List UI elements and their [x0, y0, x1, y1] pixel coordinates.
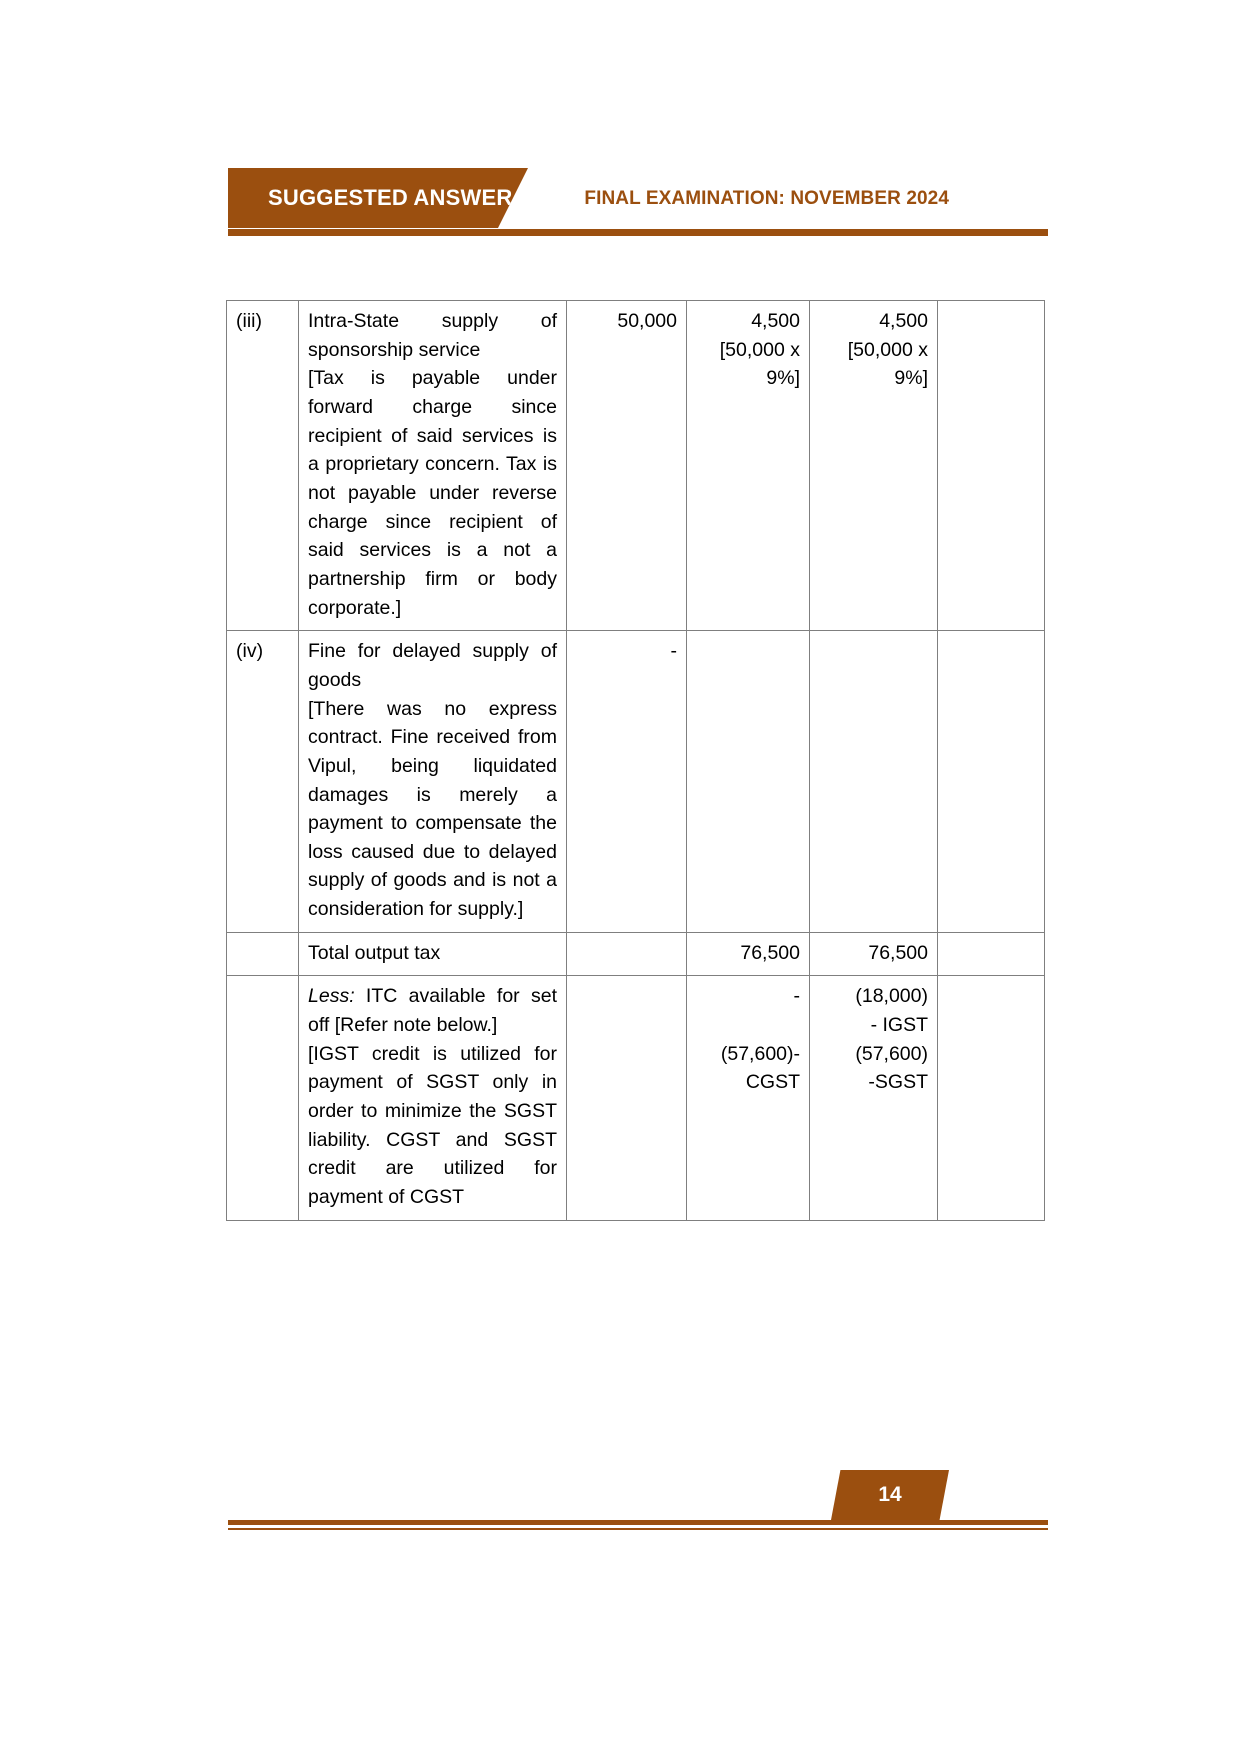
table-row: (iv) Fine for delayed supply of goods [T…	[226, 630, 1045, 933]
itc-text: ITC available for set off [Refer note be…	[308, 985, 557, 1037]
row-description: Total output tax	[298, 931, 567, 977]
row-value: -	[566, 630, 687, 933]
less-label: Less:	[308, 985, 355, 1008]
table-row: (iii) Intra-State supply of sponsorship …	[226, 299, 1045, 632]
description-line: Total output tax	[308, 941, 441, 964]
row-cgst: 4,500 [50,000 x 9%]	[686, 299, 810, 632]
row-description: Fine for delayed supply of goods [There …	[298, 630, 567, 933]
description-line: Less: ITC available for set off [Refer n…	[308, 982, 557, 1039]
row-serial	[226, 975, 299, 1221]
description-note: [There was no express contract. Fine rec…	[308, 697, 557, 921]
row-sgst	[809, 630, 938, 933]
suggested-answer-banner: SUGGESTED ANSWER	[228, 168, 528, 228]
page-header: SUGGESTED ANSWER FINAL EXAMINATION: NOVE…	[0, 168, 1241, 240]
description-note: [IGST credit is utilized for payment of …	[308, 1042, 557, 1209]
answer-table-container: (iii) Intra-State supply of sponsorship …	[226, 299, 1045, 1221]
suggested-answer-label: SUGGESTED ANSWER	[268, 185, 513, 210]
page-number: 14	[878, 1483, 902, 1506]
row-cgst	[686, 630, 810, 933]
row-sgst: 76,500	[809, 931, 938, 977]
header-rule-thin	[228, 234, 1048, 236]
row-cgst: 76,500	[686, 931, 810, 977]
footer-rule-thin	[228, 1528, 1048, 1530]
output-tax-computation-table: (iii) Intra-State supply of sponsorship …	[226, 299, 1045, 1221]
row-value	[566, 931, 687, 977]
description-line: Intra-State supply of sponsorship servic…	[308, 310, 557, 361]
footer-rule-thick	[228, 1520, 1048, 1525]
page-footer: 14	[0, 1470, 1241, 1560]
row-value	[566, 975, 687, 1221]
row-sgst: 4,500 [50,000 x 9%]	[809, 299, 938, 632]
table-row-itc: Less: ITC available for set off [Refer n…	[226, 975, 1045, 1221]
header-rule-thick	[228, 228, 1048, 234]
row-description: Less: ITC available for set off [Refer n…	[298, 975, 567, 1221]
description-note: [Tax is payable under forward charge sin…	[308, 367, 557, 619]
row-serial: (iv)	[226, 630, 299, 933]
description-line: Fine for delayed supply of goods	[308, 640, 557, 691]
row-last	[937, 975, 1045, 1221]
exam-title: FINAL EXAMINATION: NOVEMBER 2024	[584, 188, 949, 209]
row-serial	[226, 931, 299, 977]
row-last	[937, 630, 1045, 933]
table-row-total: Total output tax 76,500 76,500	[226, 931, 1045, 977]
row-last	[937, 931, 1045, 977]
row-description: Intra-State supply of sponsorship servic…	[298, 299, 567, 632]
row-value: 50,000	[566, 299, 687, 632]
row-serial: (iii)	[226, 299, 299, 632]
page-number-tab: 14	[831, 1470, 949, 1520]
row-cgst: - (57,600)- CGST	[686, 975, 810, 1221]
row-sgst: (18,000) - IGST (57,600) -SGST	[809, 975, 938, 1221]
row-last	[937, 299, 1045, 632]
